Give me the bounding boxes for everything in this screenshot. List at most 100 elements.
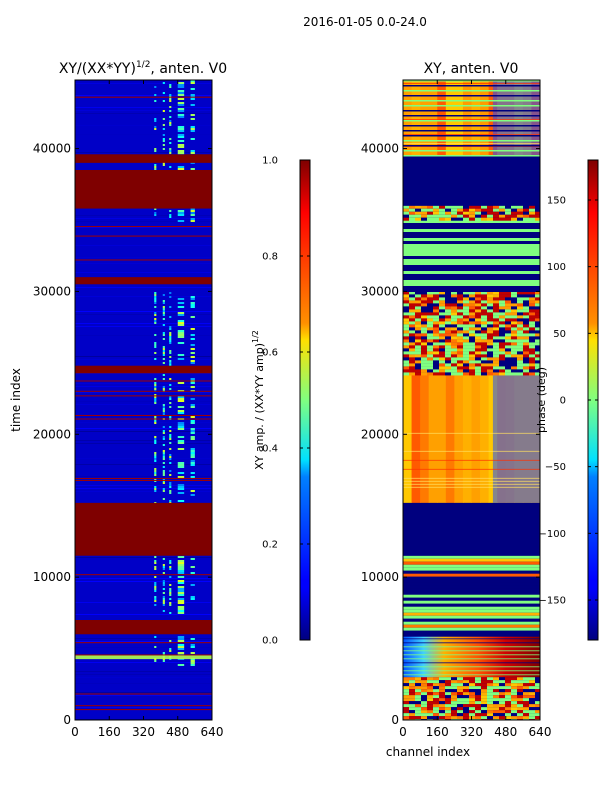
phase-cell <box>451 318 457 322</box>
phase-cell <box>415 291 421 295</box>
phase-cell <box>493 312 499 316</box>
phase-cell <box>487 713 493 717</box>
phase-cell <box>415 205 421 209</box>
phase-cell <box>505 372 511 376</box>
phase-cell <box>499 695 505 699</box>
amplitude-bright-cell <box>162 134 165 136</box>
phase-cell <box>535 333 540 337</box>
phase-cell <box>523 327 529 331</box>
phase-cell <box>421 698 427 702</box>
phase-cell <box>457 686 463 690</box>
amplitude-bright-cell <box>162 306 165 308</box>
amplitude-row-streak <box>75 662 212 663</box>
phase-cell <box>493 710 499 714</box>
amplitude-bright-cell <box>177 94 185 96</box>
phase-cell <box>517 677 523 681</box>
phase-cell <box>451 713 457 717</box>
phase-cell <box>481 306 487 310</box>
phase-warm-column <box>454 80 464 156</box>
phase-cell <box>481 327 487 331</box>
phase-cell <box>517 348 523 352</box>
phase-stripe <box>403 638 540 640</box>
phase-cell <box>487 683 493 687</box>
phase-cell <box>499 330 505 334</box>
phase-cell <box>439 348 445 352</box>
phase-cell <box>427 318 433 322</box>
y-tick-label: 20000 <box>361 427 399 441</box>
phase-stripe <box>403 658 540 660</box>
phase-cell <box>445 345 451 349</box>
phase-cell <box>457 698 463 702</box>
amplitude-bright-cell <box>154 164 157 166</box>
phase-cell <box>409 345 415 349</box>
phase-cell <box>421 689 427 693</box>
amplitude-bright-cell <box>177 214 185 216</box>
x-tick-label: 160 <box>426 725 449 739</box>
amplitude-bright-cell <box>190 104 195 106</box>
phase-cell <box>475 294 481 298</box>
amplitude-row-streak <box>75 458 212 459</box>
amplitude-row-streak <box>75 95 212 96</box>
phase-cell <box>409 208 415 212</box>
phase-cell <box>445 211 451 215</box>
phase-stripe <box>403 223 540 226</box>
amplitude-bright-cell <box>177 466 185 468</box>
phase-cell <box>481 360 487 364</box>
amplitude-row-streak <box>75 695 212 696</box>
amplitude-bright-cell <box>190 378 195 380</box>
amplitude-row-streak <box>75 602 212 603</box>
phase-stripe <box>403 558 540 562</box>
phase-cell <box>487 701 493 705</box>
amplitude-bright-cell <box>154 120 157 122</box>
amplitude-row-streak <box>75 404 212 405</box>
amplitude-bright-cell <box>177 114 185 116</box>
phase-cell <box>445 695 451 699</box>
amplitude-bright-cell <box>154 598 157 600</box>
phase-cell <box>463 351 469 355</box>
phase-cell <box>535 351 540 355</box>
phase-cell <box>445 205 451 209</box>
phase-cell <box>517 689 523 693</box>
amplitude-bright-cell <box>190 334 195 336</box>
amplitude-bright-cell <box>177 448 185 450</box>
phase-cell <box>469 372 475 376</box>
phase-cell <box>421 680 427 684</box>
phase-cell <box>451 342 457 346</box>
phase-cell <box>499 710 505 714</box>
amplitude-bright-cell <box>190 80 195 82</box>
amplitude-bright-cell <box>154 212 157 214</box>
phase-cell <box>403 683 409 687</box>
phase-cell <box>481 214 487 218</box>
phase-cell <box>421 217 427 221</box>
amplitude-bright-cell <box>177 500 185 502</box>
amplitude-bright-cell <box>169 434 172 436</box>
phase-cell <box>421 294 427 298</box>
phase-cell <box>475 698 481 702</box>
amplitude-bright-cell <box>177 146 185 148</box>
phase-cell <box>403 214 409 218</box>
amplitude-bright-cell <box>154 378 157 380</box>
phase-cell <box>427 205 433 209</box>
amplitude-bright-cell <box>162 558 165 560</box>
amplitude-bright-cell <box>190 596 195 598</box>
phase-cell <box>523 208 529 212</box>
amplitude-bright-cell <box>177 90 185 92</box>
phase-cell <box>409 309 415 313</box>
amplitude-bright-cell <box>154 314 157 316</box>
phase-cell <box>475 689 481 693</box>
phase-cell <box>511 312 517 316</box>
phase-cell <box>403 704 409 708</box>
phase-cell <box>535 318 540 322</box>
phase-cell <box>463 214 469 218</box>
phase-cell <box>493 315 499 319</box>
phase-cell <box>493 707 499 711</box>
amplitude-bright-cell <box>190 432 195 434</box>
amplitude-bright-cell <box>169 406 172 408</box>
amplitude-bright-cell <box>162 362 165 364</box>
amplitude-bright-cell <box>169 292 172 294</box>
phase-cell <box>451 306 457 310</box>
amplitude-bright-cell <box>162 302 165 304</box>
phase-cell <box>439 707 445 711</box>
colorbar-tick-label: 0.6 <box>262 348 278 359</box>
amplitude-bright-cell <box>169 124 172 126</box>
